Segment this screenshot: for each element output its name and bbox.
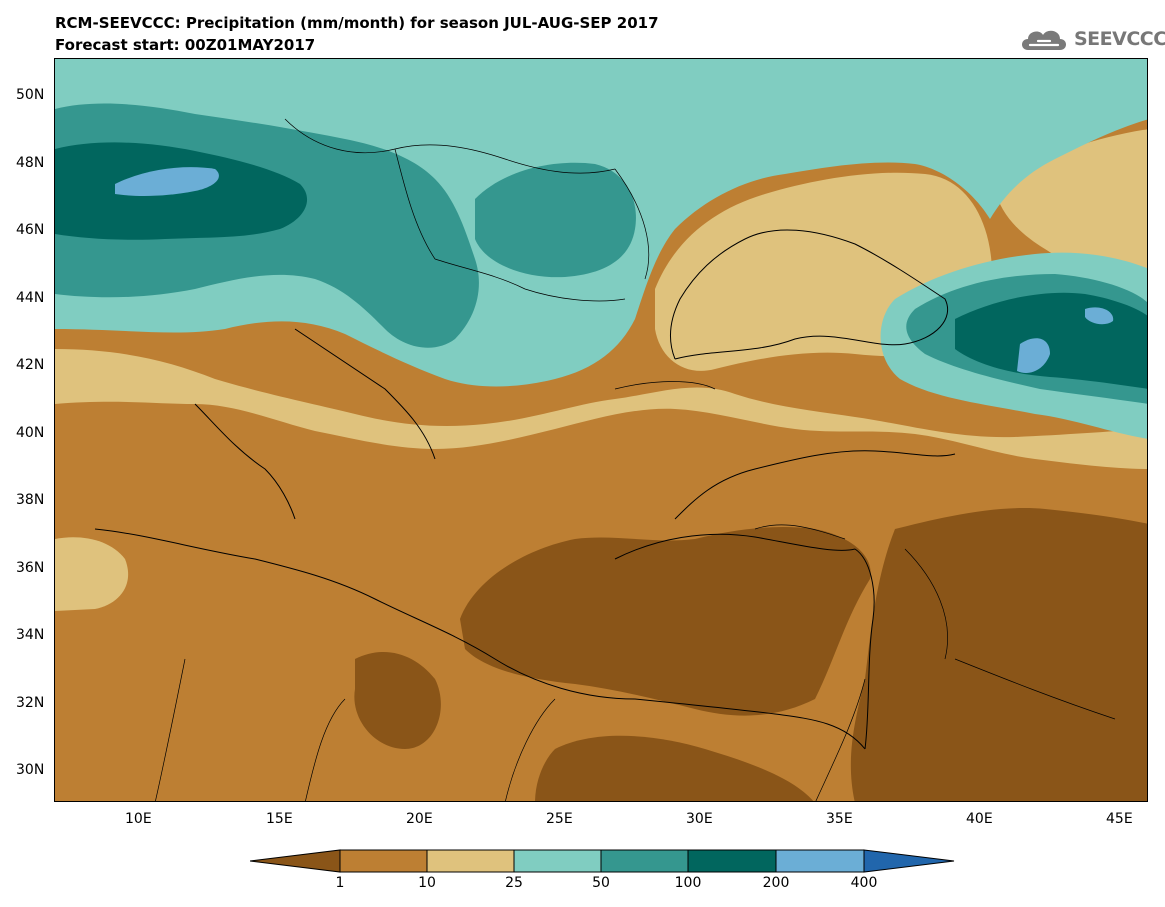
- lon-label-30e: 30E: [686, 811, 713, 827]
- region-10-25: [55, 349, 1147, 469]
- colorbar-label-400: 400: [850, 875, 878, 891]
- lat-label-30n: 30N: [16, 762, 45, 778]
- lon-label-15e: 15E: [266, 811, 293, 827]
- lat-label-50n: 50N: [16, 87, 45, 103]
- lon-label-10e: 10E: [125, 811, 152, 827]
- lat-label-38n: 38N: [16, 492, 45, 508]
- precipitation-map: [54, 58, 1148, 802]
- lat-label-40n: 40N: [16, 425, 45, 441]
- colorbar-segment-above-400: [863, 849, 955, 873]
- colorbar-segment-10-25: [426, 849, 515, 873]
- region-10-25-algeria: [55, 537, 129, 611]
- cloud-icon: [1022, 30, 1066, 50]
- lat-label-34n: 34N: [16, 627, 45, 643]
- lat-label-36n: 36N: [16, 560, 45, 576]
- colorbar-segment-100-200: [687, 849, 777, 873]
- lat-label-48n: 48N: [16, 155, 45, 171]
- logo-text: SEEVCCC: [1074, 28, 1165, 50]
- colorbar-label-25: 25: [505, 875, 523, 891]
- region-200-400-alps: [115, 167, 219, 196]
- region-below-1-egypt: [535, 735, 814, 801]
- map-title: RCM-SEEVCCC: Precipitation (mm/month) fo…: [55, 14, 659, 32]
- coastline: [94, 229, 956, 750]
- colorbar-label-200: 200: [762, 875, 790, 891]
- colorbar-segment-200-400: [775, 849, 865, 873]
- colorbar-segment-25-50: [513, 849, 602, 873]
- region-below-1-libya: [354, 651, 441, 749]
- region-200-400-caucasus: [1017, 338, 1050, 374]
- colorbar-label-50: 50: [592, 875, 610, 891]
- country-borders: [155, 118, 1116, 801]
- colorbar-segment-50-100: [600, 849, 689, 873]
- region-50-100-romania: [475, 162, 636, 278]
- region-below-1-middle-east: [850, 508, 1147, 801]
- lon-label-45e: 45E: [1106, 811, 1133, 827]
- region-below-1-east-med: [460, 527, 871, 716]
- lon-label-20e: 20E: [406, 811, 433, 827]
- colorbar-label-100: 100: [674, 875, 702, 891]
- lon-label-40e: 40E: [966, 811, 993, 827]
- lon-label-25e: 25E: [546, 811, 573, 827]
- region-200-400-georgia: [1085, 307, 1114, 325]
- colorbar-segment-below-1: [250, 849, 341, 873]
- colorbar-segment-1-10: [339, 849, 428, 873]
- lat-label-46n: 46N: [16, 222, 45, 238]
- lat-label-32n: 32N: [16, 695, 45, 711]
- lat-label-44n: 44N: [16, 290, 45, 306]
- forecast-start: Forecast start: 00Z01MAY2017: [55, 36, 316, 54]
- seevccc-logo: SEEVCCC: [1018, 22, 1165, 56]
- lon-label-35e: 35E: [826, 811, 853, 827]
- colorbar-label-10: 10: [418, 875, 436, 891]
- lat-label-42n: 42N: [16, 357, 45, 373]
- colorbar-label-1: 1: [335, 875, 345, 891]
- colorbar: [250, 849, 955, 873]
